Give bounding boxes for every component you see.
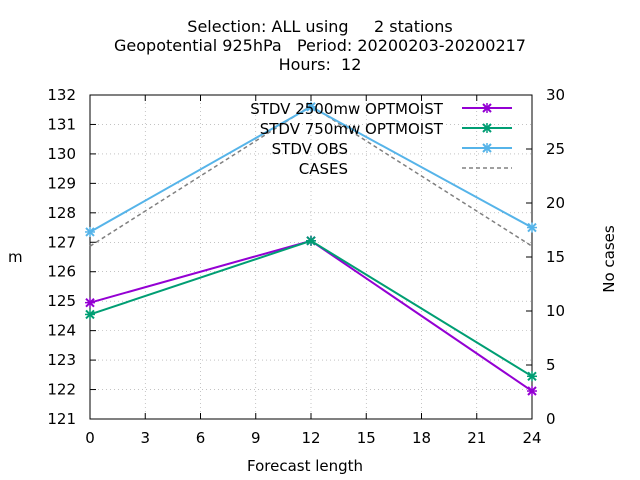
y-tick-label: 129 — [47, 174, 76, 192]
y-tick-label: 127 — [47, 233, 76, 251]
chart-title-line-2: Geopotential 925hPa Period: 20200203-202… — [114, 36, 526, 55]
x-axis-label: Forecast length — [247, 457, 364, 475]
y-tick-label: 124 — [47, 322, 76, 340]
legend-label: STDV 750m — [260, 120, 348, 138]
x-tick-label: 0 — [85, 429, 95, 447]
x-tick-label: 12 — [301, 429, 320, 447]
legend-label-suffix: w OPTMOIST — [348, 120, 444, 138]
data-point — [306, 235, 316, 246]
x-tick-label: 21 — [467, 429, 486, 447]
y-tick-label: 128 — [47, 204, 76, 222]
y-tick-label: 130 — [47, 145, 76, 163]
axis-ticks: 0 3 6 9 12 15 18 21 24 121 122 123 124 125 126 127 128 12… — [47, 86, 565, 447]
y-tick-label: 123 — [47, 351, 76, 369]
data-point — [85, 297, 95, 308]
data-point — [85, 309, 95, 320]
y-tick-label: 121 — [47, 410, 76, 428]
data-point — [482, 103, 492, 113]
y2-tick-label: 5 — [546, 356, 556, 374]
y-tick-label: 125 — [47, 292, 76, 310]
y2-tick-label: 20 — [546, 194, 565, 212]
legend-label-suffix: w OPTMOIST — [348, 100, 444, 118]
data-point — [306, 101, 316, 112]
legend-label: STDV OBS — [272, 140, 348, 158]
data-point — [527, 386, 537, 397]
legend-label: STDV 2500m — [250, 100, 348, 118]
y2-axis-label: No cases — [600, 225, 618, 293]
x-tick-label: 18 — [412, 429, 431, 447]
y2-tick-label: 10 — [546, 302, 565, 320]
x-tick-label: 6 — [196, 429, 206, 447]
y-tick-label: 126 — [47, 263, 76, 281]
data-point — [482, 143, 492, 153]
data-point — [85, 226, 95, 237]
y-axis-label: m — [8, 248, 23, 266]
grid-lines — [90, 95, 532, 419]
x-tick-label: 24 — [522, 429, 541, 447]
y2-tick-label: 30 — [546, 86, 565, 104]
x-tick-label: 3 — [140, 429, 150, 447]
y2-tick-label: 25 — [546, 140, 565, 158]
y-tick-label: 132 — [47, 86, 76, 104]
x-tick-label: 15 — [357, 429, 376, 447]
y2-tick-label: 0 — [546, 410, 556, 428]
y-tick-label: 131 — [47, 115, 76, 133]
y-tick-label: 122 — [47, 381, 76, 399]
data-point — [527, 222, 537, 233]
x-tick-label: 9 — [251, 429, 261, 447]
chart-title-line-3: Hours: 12 — [278, 55, 362, 74]
chart-title-line-1: Selection: ALL using 2 stations — [187, 17, 453, 36]
y2-tick-label: 15 — [546, 248, 565, 266]
data-point — [482, 123, 492, 133]
data-point — [527, 371, 537, 382]
series-layer — [85, 101, 537, 397]
legend-label: CASES — [299, 160, 348, 178]
